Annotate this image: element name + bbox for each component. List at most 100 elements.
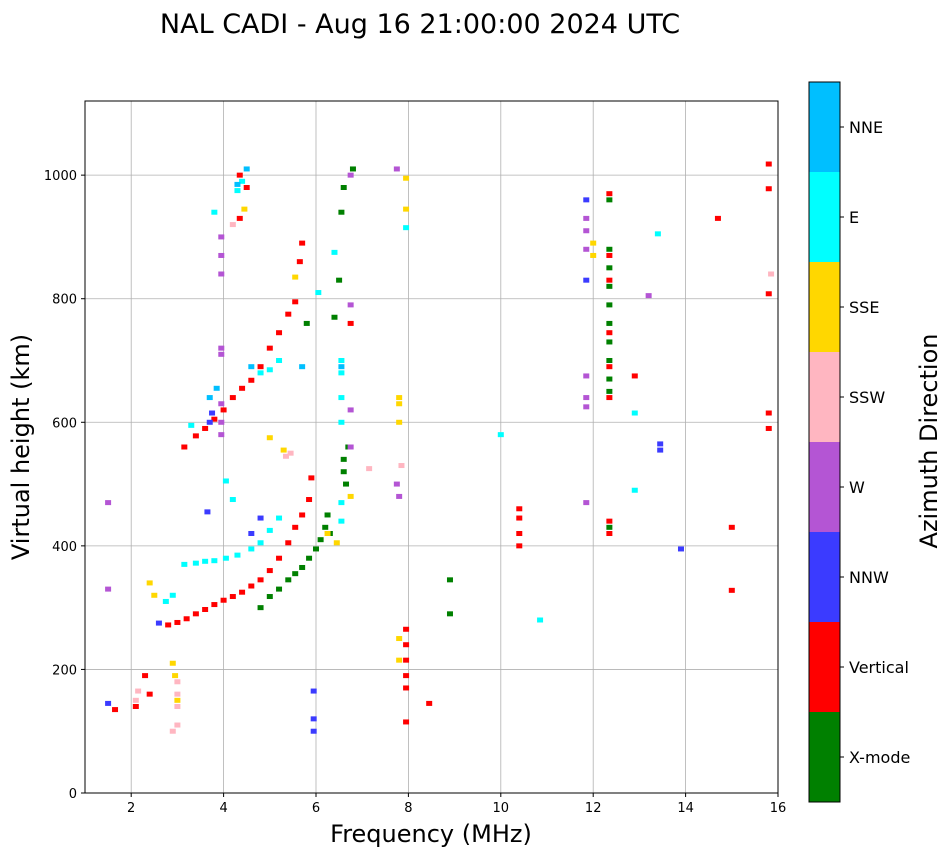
- echo-point: [202, 425, 209, 431]
- y-tick-label: 1000: [44, 169, 77, 184]
- echo-point: [234, 552, 241, 558]
- x-tick-label: 16: [770, 801, 787, 816]
- echo-point: [398, 463, 405, 469]
- echo-point: [169, 592, 176, 598]
- echo-point: [338, 364, 345, 370]
- echo-point: [248, 583, 255, 589]
- echo-point: [266, 345, 273, 351]
- echo-point: [257, 370, 264, 376]
- echo-point: [324, 531, 331, 536]
- echo-point: [234, 188, 241, 194]
- y-tick-label: 600: [52, 416, 77, 431]
- echo-point: [606, 252, 613, 258]
- echo-point: [239, 589, 246, 595]
- echo-point: [645, 293, 652, 299]
- echo-point: [583, 395, 590, 401]
- x-tick-label: 8: [404, 801, 412, 816]
- echo-point: [403, 719, 410, 725]
- echo-point: [229, 395, 236, 401]
- echo-point: [257, 540, 264, 546]
- echo-point: [393, 166, 400, 172]
- echo-point: [174, 722, 181, 728]
- echo-point: [338, 518, 345, 524]
- echo-point: [347, 444, 354, 450]
- echo-point: [606, 330, 613, 336]
- echo-point: [583, 277, 590, 283]
- echo-point: [188, 422, 195, 428]
- echo-point: [396, 401, 403, 407]
- echo-point: [590, 252, 597, 258]
- colorbar-segment: [809, 82, 840, 172]
- colorbar-tick-label: Vertical: [849, 658, 909, 677]
- echo-point: [310, 716, 317, 722]
- echo-point: [151, 592, 158, 598]
- echo-point: [192, 433, 199, 439]
- echo-point: [132, 697, 139, 703]
- colorbar-tick-label: NNW: [849, 568, 889, 587]
- echo-point: [728, 587, 735, 593]
- echo-point: [234, 181, 241, 187]
- colorbar-tick-label: SSE: [849, 298, 879, 317]
- echo-point: [218, 234, 225, 240]
- echo-point: [606, 531, 613, 536]
- echo-point: [292, 274, 299, 280]
- colorbar-segment: [809, 442, 840, 532]
- echo-point: [340, 469, 347, 475]
- echo-point: [236, 215, 243, 221]
- echo-point: [266, 568, 273, 574]
- echo-point: [537, 617, 544, 623]
- echo-point: [583, 404, 590, 410]
- echo-point: [146, 691, 153, 697]
- echo-point: [248, 531, 255, 536]
- echo-point: [338, 358, 345, 363]
- echo-point: [347, 172, 354, 178]
- colorbar-label: Azimuth Direction: [915, 334, 943, 549]
- echo-point: [218, 419, 225, 425]
- y-tick-label: 400: [52, 540, 77, 555]
- echo-point: [338, 395, 345, 401]
- echo-point: [606, 302, 613, 308]
- x-tick-label: 2: [127, 801, 135, 816]
- echo-point: [236, 172, 243, 178]
- echo-point: [516, 531, 523, 536]
- echo-point: [276, 555, 283, 561]
- echo-point: [393, 481, 400, 487]
- echo-point: [403, 206, 410, 212]
- echo-point: [403, 657, 410, 663]
- echo-point: [347, 407, 354, 413]
- echo-point: [765, 425, 772, 431]
- x-tick-label: 4: [219, 801, 227, 816]
- echo-point: [446, 611, 453, 617]
- echo-point: [631, 410, 638, 416]
- echo-point: [606, 339, 613, 345]
- echo-point: [347, 320, 354, 326]
- echo-point: [211, 209, 218, 215]
- echo-point: [396, 419, 403, 425]
- echo-point: [218, 252, 225, 258]
- echo-point: [308, 475, 315, 481]
- echo-point: [338, 209, 345, 215]
- echo-point: [162, 598, 169, 604]
- echo-point: [426, 700, 433, 706]
- echo-point: [606, 197, 613, 203]
- y-tick-label: 800: [52, 293, 77, 308]
- echo-point: [202, 606, 209, 612]
- echo-point: [172, 673, 179, 679]
- echo-point: [169, 728, 176, 734]
- echo-point: [340, 185, 347, 190]
- echo-point: [174, 691, 181, 697]
- echo-point: [266, 435, 273, 441]
- echo-point: [331, 314, 338, 320]
- colorbar-segment: [809, 622, 840, 712]
- echo-point: [285, 311, 292, 317]
- echo-point: [132, 704, 139, 709]
- echo-point: [403, 175, 410, 181]
- y-tick-label: 0: [69, 787, 77, 802]
- echo-point: [229, 497, 236, 503]
- chart-title: NAL CADI - Aug 16 21:00:00 2024 UTC: [160, 9, 680, 40]
- colorbar-frame: [808, 81, 841, 803]
- echo-point: [338, 370, 345, 376]
- echo-point: [299, 512, 306, 518]
- echo-point: [606, 320, 613, 326]
